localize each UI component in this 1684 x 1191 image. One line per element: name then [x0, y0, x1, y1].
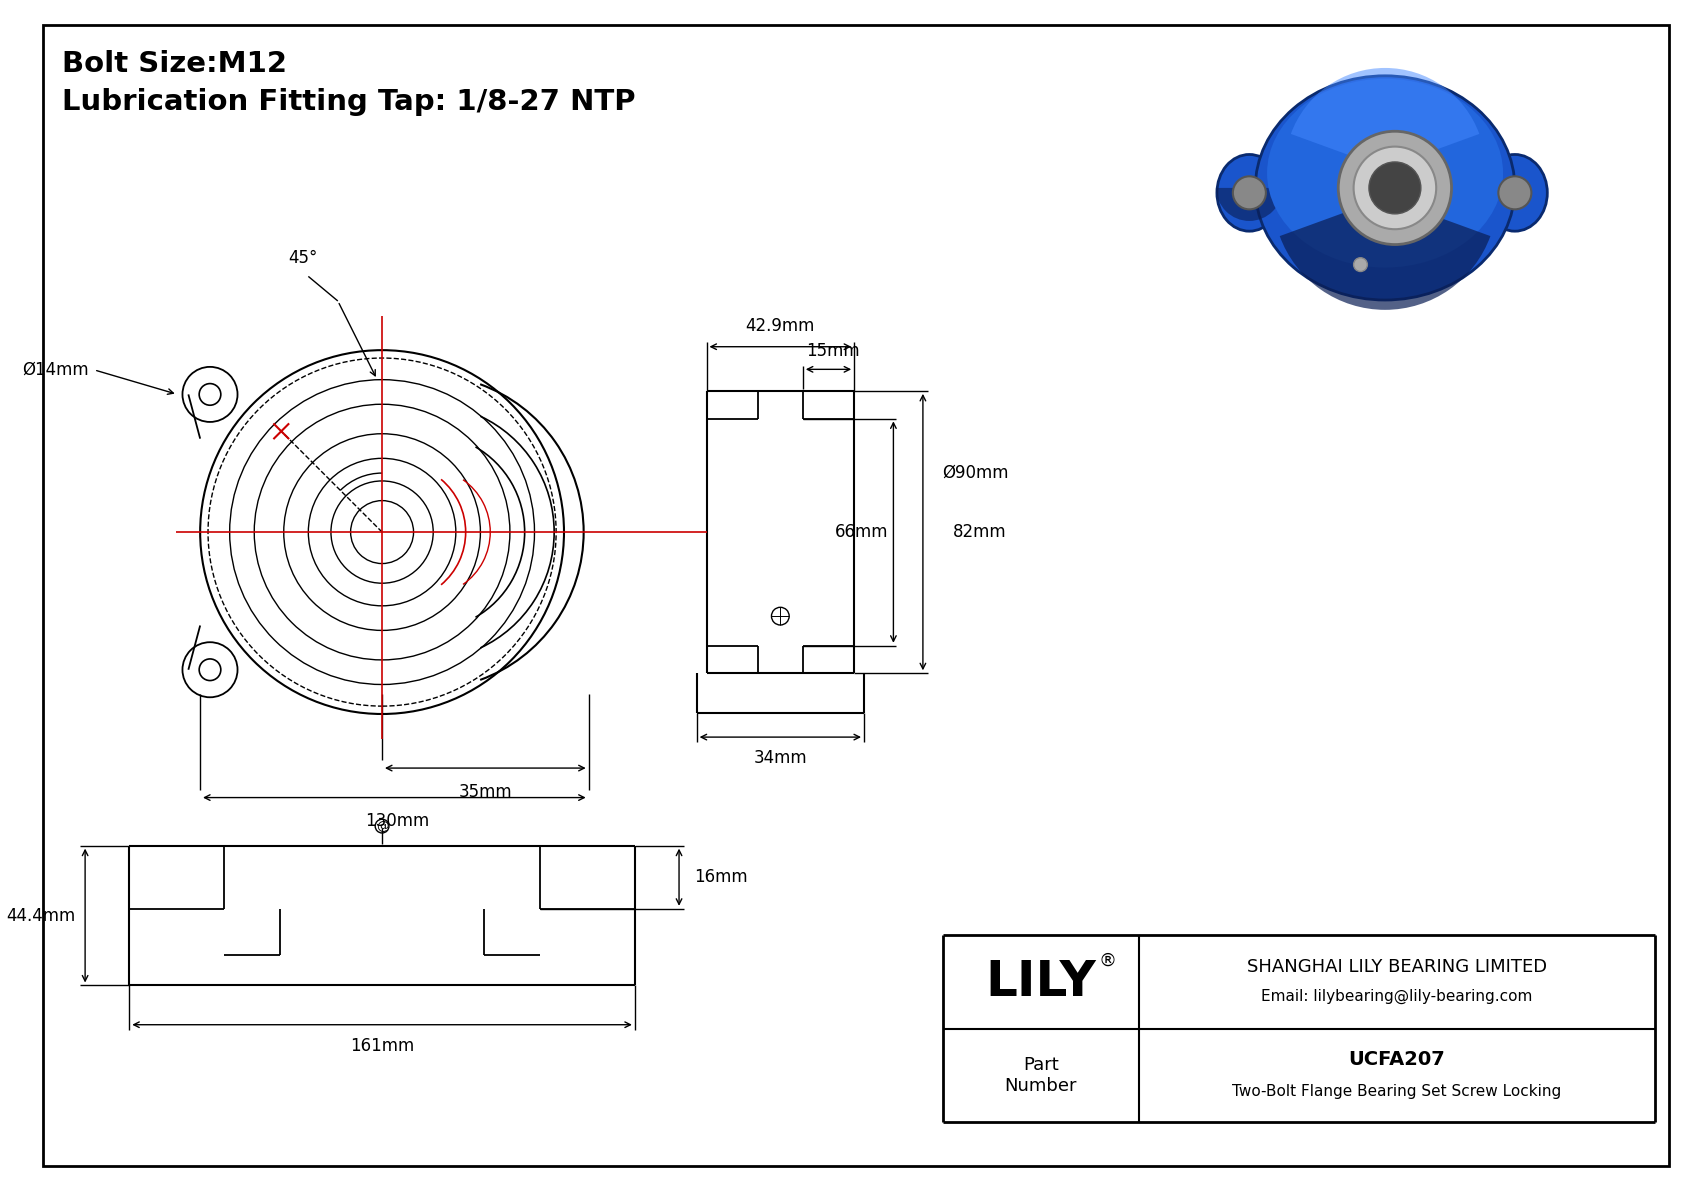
Wedge shape: [1216, 188, 1283, 222]
Wedge shape: [1280, 198, 1490, 310]
Text: Two-Bolt Flange Bearing Set Screw Locking: Two-Bolt Flange Bearing Set Screw Lockin…: [1233, 1084, 1561, 1098]
Text: 34mm: 34mm: [753, 749, 807, 767]
Text: 161mm: 161mm: [350, 1036, 414, 1054]
Text: UCFA207: UCFA207: [1349, 1050, 1445, 1070]
Text: 42.9mm: 42.9mm: [746, 317, 815, 335]
Circle shape: [1354, 257, 1367, 272]
Text: Email: lilybearing@lily-bearing.com: Email: lilybearing@lily-bearing.com: [1261, 989, 1532, 1004]
Text: Part
Number: Part Number: [1005, 1056, 1078, 1095]
Circle shape: [1233, 176, 1266, 210]
Text: Lubrication Fitting Tap: 1/8-27 NTP: Lubrication Fitting Tap: 1/8-27 NTP: [62, 88, 637, 116]
Wedge shape: [1292, 68, 1479, 168]
Text: 35mm: 35mm: [458, 782, 512, 800]
Ellipse shape: [1482, 155, 1548, 231]
Circle shape: [1339, 131, 1452, 244]
Text: LILY: LILY: [985, 958, 1096, 1006]
Text: Ø90mm: Ø90mm: [943, 464, 1009, 482]
Circle shape: [1369, 162, 1421, 214]
Text: Ø14mm: Ø14mm: [22, 361, 89, 379]
Text: 44.4mm: 44.4mm: [7, 906, 76, 924]
Ellipse shape: [1266, 79, 1504, 268]
Ellipse shape: [1218, 155, 1282, 231]
Text: ®: ®: [1098, 952, 1116, 969]
Text: SHANGHAI LILY BEARING LIMITED: SHANGHAI LILY BEARING LIMITED: [1246, 959, 1548, 977]
Text: 16mm: 16mm: [694, 868, 748, 886]
Text: 45°: 45°: [288, 249, 318, 267]
Text: 15mm: 15mm: [807, 342, 861, 360]
Text: Bolt Size:M12: Bolt Size:M12: [62, 50, 288, 79]
Circle shape: [1499, 176, 1531, 210]
Circle shape: [1354, 146, 1436, 229]
Text: 82mm: 82mm: [953, 523, 1005, 541]
Text: 130mm: 130mm: [365, 812, 429, 830]
Text: @: @: [376, 819, 389, 833]
Text: 66mm: 66mm: [835, 523, 889, 541]
Ellipse shape: [1255, 76, 1516, 300]
